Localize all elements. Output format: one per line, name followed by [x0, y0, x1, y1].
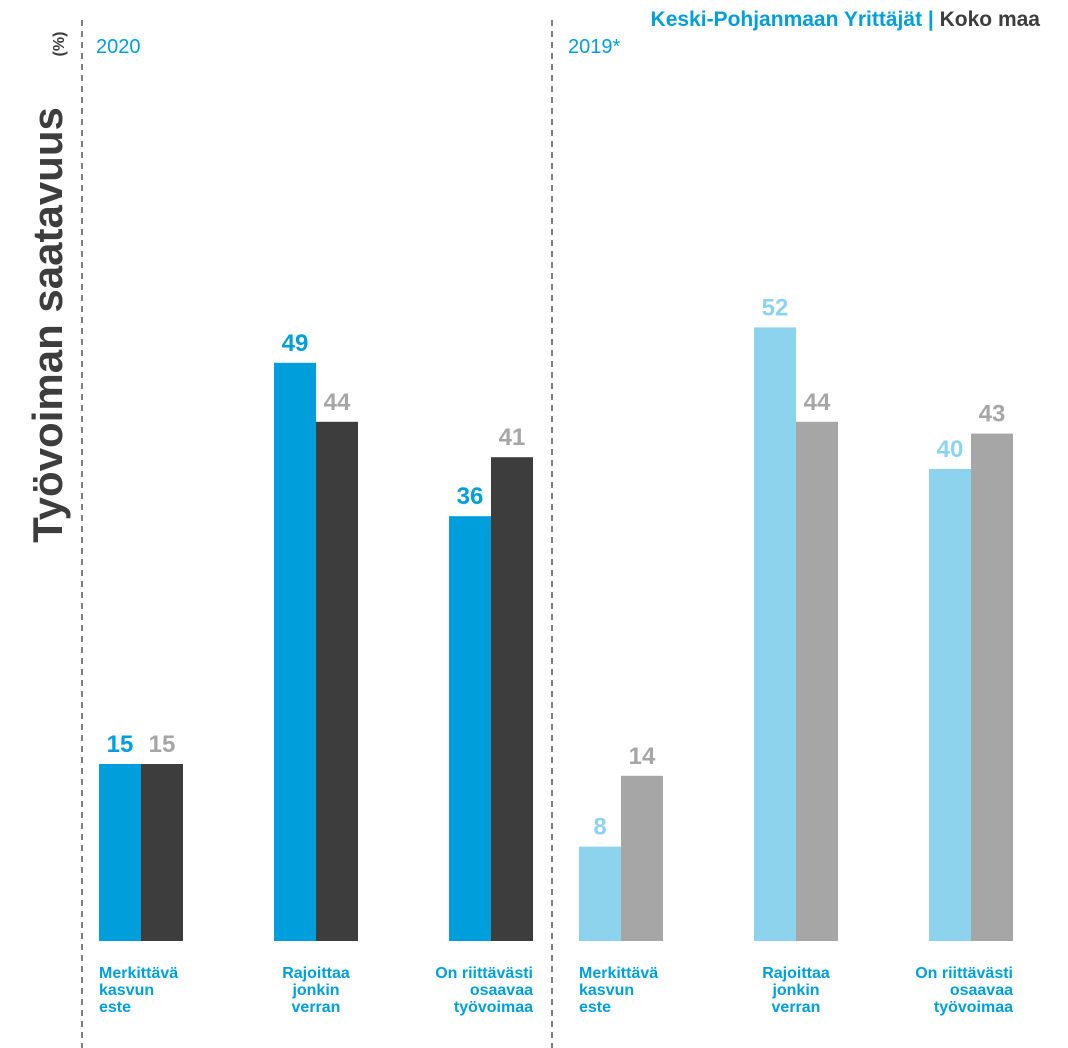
data-label-2020-cat2-series2: 44 — [324, 389, 351, 416]
data-label-2019-cat3-series1: 40 — [937, 436, 964, 463]
category-label-2020-1: Merkittävä kasvun este — [99, 965, 178, 1016]
category-label-line: verran — [292, 999, 341, 1016]
category-label-line: Merkittävä — [99, 965, 178, 982]
data-label-2019-cat2-series1: 52 — [762, 294, 789, 321]
data-label-2020-cat2-series1: 49 — [282, 330, 309, 357]
bar-2019-cat2-series1 — [754, 327, 796, 941]
data-label-2020-cat1-series2: 15 — [149, 731, 176, 758]
category-label-2019-3: On riittävästi osaavaa työvoimaa — [915, 965, 1013, 1016]
bar-2020-cat1-series2 — [141, 764, 183, 941]
category-label-line: osaavaa — [950, 982, 1013, 999]
data-label-2020-cat3-series2: 41 — [499, 424, 526, 451]
bar-2020-cat2-series1 — [274, 362, 316, 941]
category-label-line: este — [99, 999, 131, 1016]
bar-2019-cat1-series1 — [579, 846, 621, 941]
bar-2020-cat2-series2 — [316, 421, 358, 941]
category-label-line: On riittävästi — [435, 965, 533, 982]
category-label-line: kasvun — [99, 982, 154, 999]
side-title: Työvoiman saatavuus — [24, 107, 71, 543]
data-label-2019-cat3-series2: 43 — [979, 401, 1006, 428]
data-label-2020-cat1-series1: 15 — [107, 731, 134, 758]
bar-2019-cat1-series2 — [621, 775, 663, 941]
data-label-2019-cat1-series2: 14 — [629, 743, 656, 770]
category-label-2019-1: Merkittävä kasvun este — [579, 965, 658, 1016]
category-label-line: Rajoittaa — [282, 965, 350, 982]
category-label-line: este — [579, 999, 611, 1016]
legend-secondary: Koko maa — [940, 8, 1041, 31]
data-label-2019-cat2-series2: 44 — [804, 389, 831, 416]
legend-separator: | — [922, 8, 940, 31]
category-label-line: jonkin — [291, 982, 339, 999]
category-label-line: Merkittävä — [579, 965, 658, 982]
category-label-line: työvoimaa — [934, 999, 1013, 1016]
category-label-2020-2: Rajoittaa jonkin verran — [282, 965, 350, 1016]
bar-2019-cat3-series2 — [971, 433, 1013, 941]
panel-label-2019: 2019* — [568, 36, 620, 58]
category-label-line: verran — [772, 999, 821, 1016]
bar-2019-cat2-series2 — [796, 421, 838, 941]
category-label-line: Rajoittaa — [762, 965, 830, 982]
panel-label-2020: 2020 — [96, 36, 141, 58]
category-label-line: On riittävästi — [915, 965, 1013, 982]
side-title-unit: (%) — [51, 32, 68, 57]
legend: Keski-Pohjanmaan Yrittäjät | Koko maa — [651, 8, 1041, 31]
category-label-2020-3: On riittävästi osaavaa työvoimaa — [435, 965, 533, 1016]
category-label-line: jonkin — [771, 982, 819, 999]
data-label-2019-cat1-series1: 8 — [593, 814, 606, 841]
category-label-line: työvoimaa — [454, 999, 533, 1016]
category-label-2019-2: Rajoittaa jonkin verran — [762, 965, 830, 1016]
bar-2019-cat3-series1 — [929, 469, 971, 941]
bar-2020-cat1-series1 — [99, 764, 141, 941]
data-label-2020-cat3-series1: 36 — [457, 483, 484, 510]
bar-2020-cat3-series2 — [491, 457, 533, 941]
category-label-line: kasvun — [579, 982, 634, 999]
bar-2020-cat3-series1 — [449, 516, 491, 941]
category-label-line: osaavaa — [470, 982, 533, 999]
legend-primary: Keski-Pohjanmaan Yrittäjät — [651, 8, 923, 31]
